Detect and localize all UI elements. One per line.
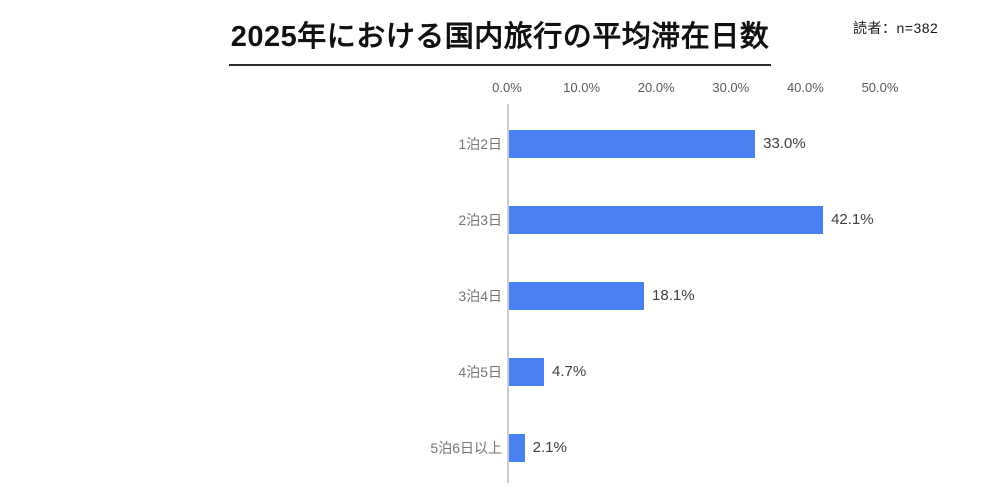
value-label: 42.1% xyxy=(831,211,874,228)
bar xyxy=(509,206,824,234)
bar xyxy=(509,282,644,310)
category-label: 4泊5日 xyxy=(458,364,502,380)
category-label: 2泊3日 xyxy=(458,212,502,228)
bar xyxy=(509,358,545,386)
y-axis-baseline xyxy=(507,104,509,483)
value-label: 4.7% xyxy=(552,363,587,380)
chart-header: 2025年における国内旅行の平均滞在日数 xyxy=(0,20,1000,66)
x-tick-label: 40.0% xyxy=(786,80,824,95)
chart-title: 2025年における国内旅行の平均滞在日数 xyxy=(228,20,772,66)
category-label: 5泊6日以上 xyxy=(430,440,502,456)
x-tick-label: 20.0% xyxy=(637,80,675,95)
x-tick-label: 0.0% xyxy=(492,80,522,95)
value-label: 2.1% xyxy=(532,439,567,456)
bar xyxy=(509,434,525,462)
category-label: 3泊4日 xyxy=(458,288,502,304)
value-label: 33.0% xyxy=(763,135,806,152)
sample-size-note: 読者：n=382 xyxy=(853,20,939,36)
bar xyxy=(509,130,756,158)
x-tick-label: 50.0% xyxy=(861,80,899,95)
category-label: 1泊2日 xyxy=(458,136,502,152)
x-tick-label: 30.0% xyxy=(712,80,750,95)
value-label: 18.1% xyxy=(652,287,695,304)
x-tick-label: 10.0% xyxy=(563,80,601,95)
